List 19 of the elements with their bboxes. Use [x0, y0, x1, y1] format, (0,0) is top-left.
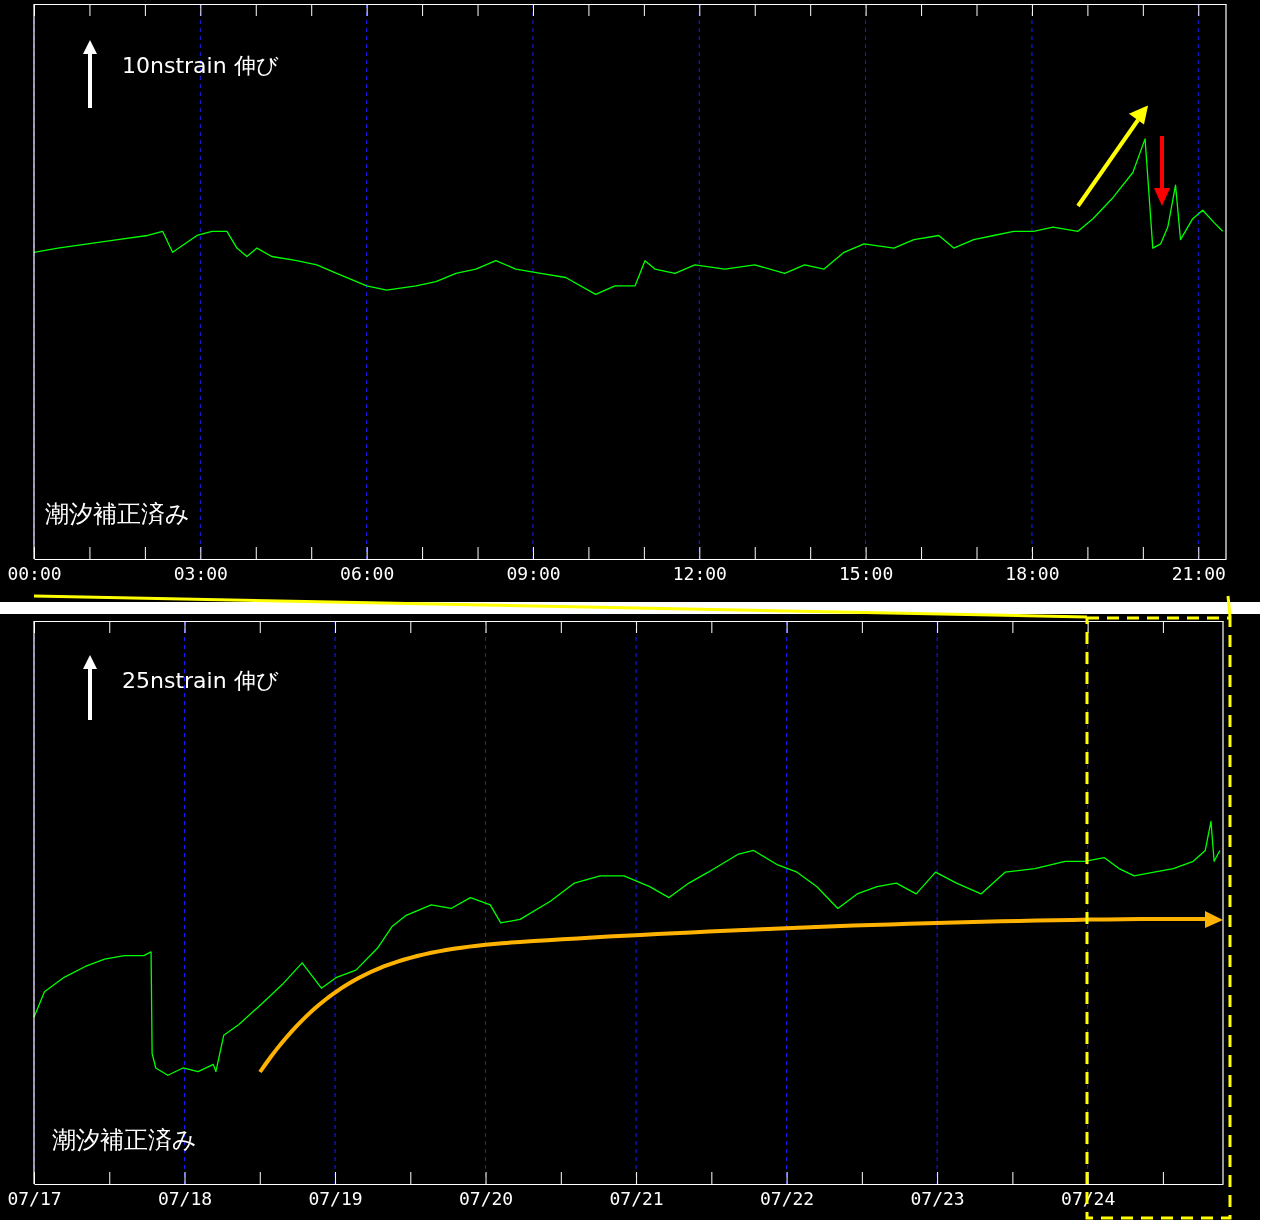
x-tick-label: 07/19: [308, 1187, 363, 1209]
text: 10nstrain 伸び: [122, 53, 279, 78]
x-tick-label: 00:00: [7, 562, 62, 584]
x-tick-label: 07/18: [157, 1187, 213, 1209]
x-tick-label: 03:00: [173, 562, 228, 584]
x-tick-label: 12:00: [672, 562, 727, 584]
x-tick-label: 07/17: [7, 1187, 62, 1209]
x-tick-label: 15:00: [839, 562, 894, 584]
x-tick-label: 21:00: [1171, 562, 1226, 584]
x-tick-label: 06:00: [340, 562, 395, 584]
x-tick-label: 09:00: [506, 562, 561, 584]
annotation: 潮汐補正済み: [52, 1126, 197, 1154]
x-tick-label: 07/22: [760, 1187, 815, 1209]
x-tick-label: 18:00: [1005, 562, 1060, 584]
x-tick-label: 07/23: [910, 1187, 965, 1209]
annotation: 潮汐補正済み: [45, 500, 190, 528]
x-tick-label: 07/21: [609, 1187, 664, 1209]
text: 25nstrain 伸び: [122, 668, 279, 693]
x-tick-label: 07/20: [458, 1187, 514, 1209]
